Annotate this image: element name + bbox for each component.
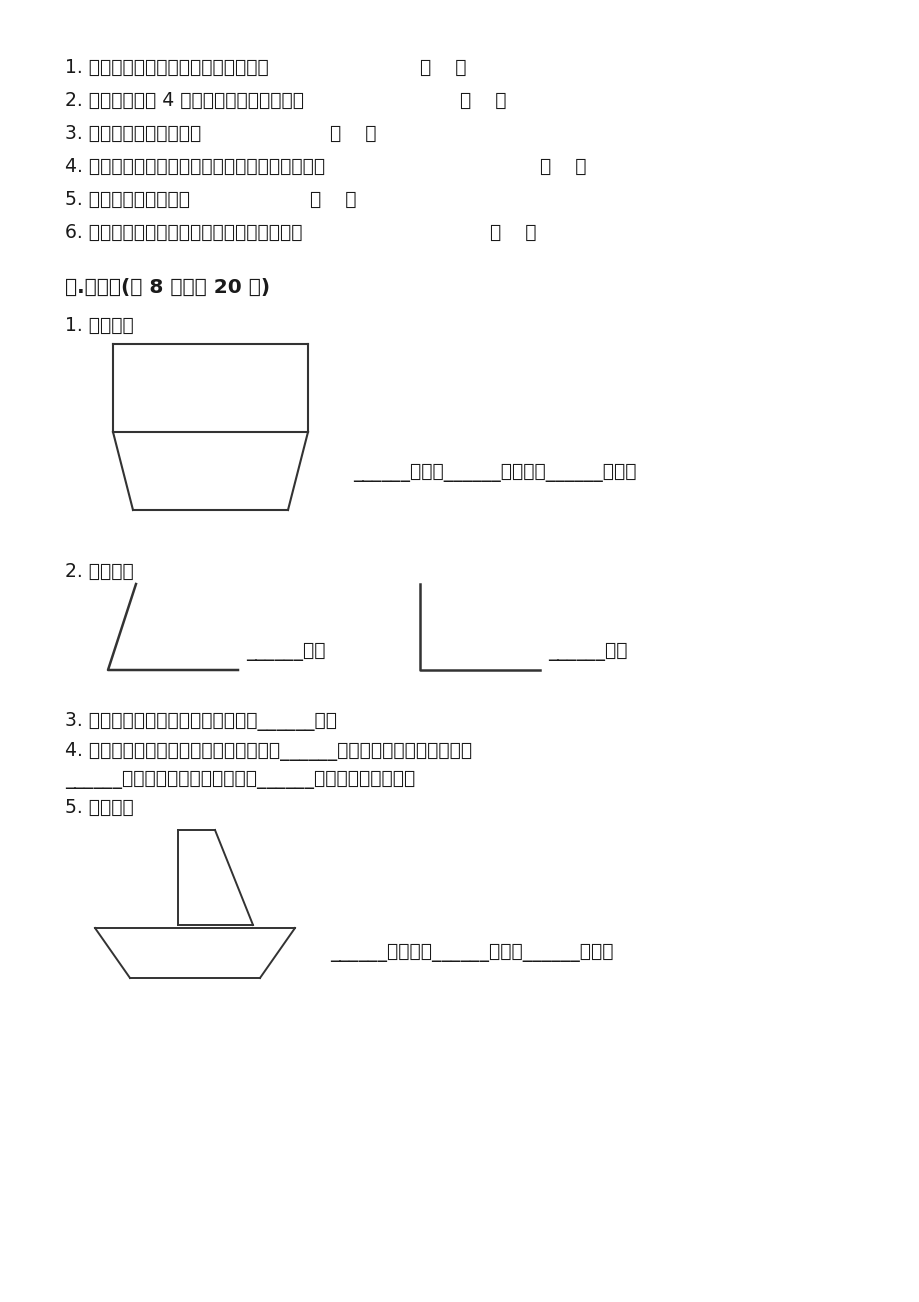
Text: （    ）: （ ） [490,223,536,242]
Text: 3. 一个锐角和一个直角可以组成一个______角。: 3. 一个锐角和一个直角可以组成一个______角。 [65,712,336,730]
Text: ______个直角，______锐角，______魉角。: ______个直角，______锐角，______魉角。 [330,943,613,962]
Text: （    ）: （ ） [460,91,506,109]
Text: ______角；对折三次，得到的角是______角。（圆心为顶点）: ______角；对折三次，得到的角是______角。（圆心为顶点） [65,769,414,789]
Text: 1. 一个角的两边越长，这个角就越大。: 1. 一个角的两边越长，这个角就越大。 [65,59,268,77]
Text: 3. 直角比所有的角都大。: 3. 直角比所有的角都大。 [65,124,201,143]
Text: 5. 魉角一定比直角大。: 5. 魉角一定比直角大。 [65,190,190,210]
Text: ______锐角，______个直角，______魉角。: ______锐角，______个直角，______魉角。 [353,464,636,482]
Text: 2. 课本的封面有 4 个角，四个角都是直角。: 2. 课本的封面有 4 个角，四个角都是直角。 [65,91,303,109]
Text: 1. 数一数。: 1. 数一数。 [65,316,133,335]
Text: （    ）: （ ） [310,190,357,210]
Text: 三.填空题(共 8 题，共 20 分): 三.填空题(共 8 题，共 20 分) [65,279,270,297]
Text: 6. 数学书封面上的直角比黑板面上的直角小。: 6. 数学书封面上的直角比黑板面上的直角小。 [65,223,302,242]
Text: 5. 数一数。: 5. 数一数。 [65,798,133,816]
Text: （    ）: （ ） [539,158,586,176]
Text: ______角；: ______角； [245,642,325,661]
Text: 4. 数学书封面上的直角和黑板面上的直角一样大。: 4. 数学书封面上的直角和黑板面上的直角一样大。 [65,158,324,176]
Text: 4. 将一个圆形的纸对折一次，得到的角是______角；对折两次，得到的角是: 4. 将一个圆形的纸对折一次，得到的角是______角；对折两次，得到的角是 [65,742,471,760]
Text: ______角。: ______角。 [548,642,627,661]
Text: （    ）: （ ） [330,124,376,143]
Text: 2. 填一填。: 2. 填一填。 [65,562,133,581]
Text: （    ）: （ ） [420,59,466,77]
